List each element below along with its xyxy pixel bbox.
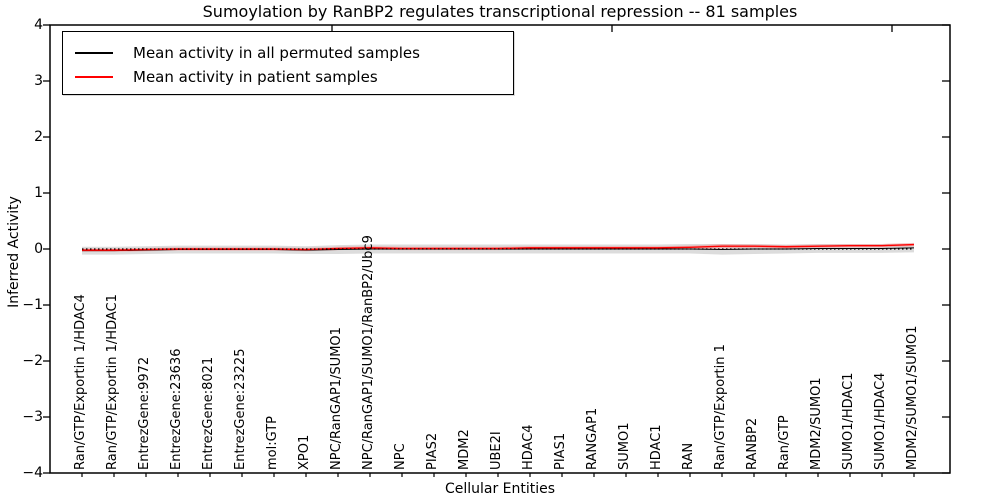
x-category-label: HDAC4: [521, 424, 536, 470]
x-category-label: RANBP2: [745, 417, 760, 470]
x-category-label: SUMO1/HDAC4: [873, 372, 888, 470]
axes-spines-and-ticks: [43, 24, 951, 477]
x-category-label: Ran/GTP: [777, 415, 792, 470]
x-category-label: SUMO1/HDAC1: [841, 372, 856, 470]
legend-item-permuted: Mean activity in all permuted samples: [75, 41, 499, 65]
legend-label: Mean activity in patient samples: [133, 68, 378, 86]
x-category-label: EntrezGene:8021: [201, 356, 216, 470]
x-category-label: NPC/RanGAP1/SUMO1/RanBP2/Ubc9: [361, 235, 376, 470]
x-category-label: Ran/GTP/Exportin 1: [713, 344, 728, 470]
legend-line-sample-black: [75, 52, 113, 54]
x-category-label: NPC/RanGAP1/SUMO1: [329, 327, 344, 470]
y-tick-label: 1: [34, 185, 43, 201]
legend-line-sample-red: [75, 76, 113, 78]
x-category-label: NPC: [393, 443, 408, 470]
legend-label: Mean activity in all permuted samples: [133, 44, 420, 62]
x-category-label: RAN: [681, 442, 696, 470]
x-category-label: EntrezGene:23636: [169, 348, 184, 470]
x-category-label: PIAS2: [425, 432, 440, 470]
x-category-label: MDM2/SUMO1: [809, 377, 824, 470]
x-category-label: HDAC1: [649, 424, 664, 470]
x-category-label: XPO1: [297, 434, 312, 470]
y-tick-label: −4: [22, 465, 43, 481]
legend-box: Mean activity in all permuted samples Me…: [62, 31, 514, 95]
x-category-label: EntrezGene:23225: [233, 348, 248, 470]
y-tick-label: 2: [34, 129, 43, 145]
x-category-label: MDM2/SUMO1/SUMO1: [905, 325, 920, 470]
x-category-label: SUMO1: [617, 422, 632, 471]
x-category-label: PIAS1: [553, 432, 568, 470]
y-tick-label: −2: [22, 353, 43, 369]
x-category-label: MDM2: [457, 429, 472, 470]
y-tick-label: 0: [34, 241, 43, 257]
x-category-label: Ran/GTP/Exportin 1/HDAC1: [105, 294, 120, 470]
x-category-label: RANGAP1: [585, 407, 600, 470]
y-tick-label: 4: [34, 17, 43, 33]
y-tick-label: −1: [22, 297, 43, 313]
x-category-label: UBE2I: [489, 431, 504, 470]
data-lines: [82, 243, 915, 252]
y-tick-label: −3: [22, 409, 43, 425]
y-tick-label: 3: [34, 73, 43, 89]
x-category-label: mol:GTP: [265, 416, 280, 470]
x-category-label: Ran/GTP/Exportin 1/HDAC4: [73, 294, 88, 470]
x-category-label: EntrezGene:9972: [137, 356, 152, 470]
legend-item-patient: Mean activity in patient samples: [75, 65, 499, 89]
chart-title: Sumoylation by RanBP2 regulates transcri…: [202, 2, 798, 21]
x-axis-label: Cellular Entities: [444, 481, 556, 497]
